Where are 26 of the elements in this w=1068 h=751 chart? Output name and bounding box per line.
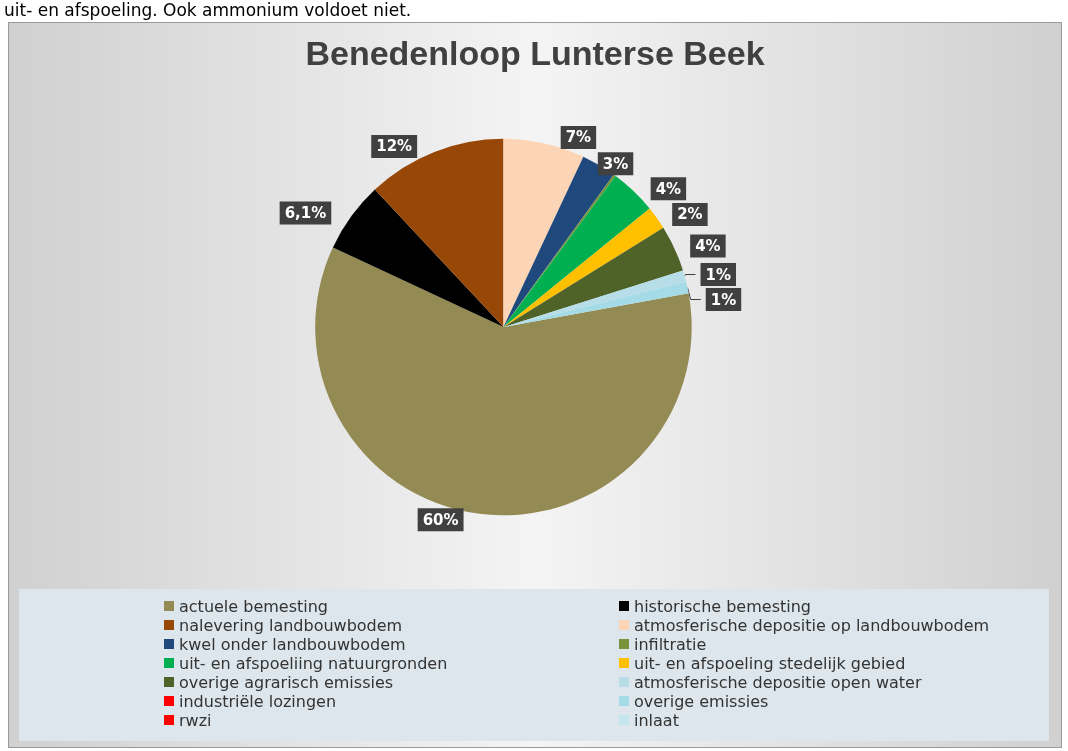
legend-label: actuele bemesting <box>179 596 329 616</box>
text: uit- en afspoeling. Ook ammonium voldoet niet. <box>4 0 412 20</box>
legend-label: atmosferische depositie open water <box>634 672 922 692</box>
legend-label: overige emissies <box>634 691 769 711</box>
chart-title: Benedenloop Lunterse Beek <box>305 34 765 72</box>
data-label: 12% <box>376 137 413 156</box>
data-label: 1% <box>710 290 737 309</box>
legend-label: kwel onder landbouwbodem <box>179 634 406 654</box>
legend-label: rwzi <box>179 710 212 730</box>
legend-label: inlaat <box>634 710 679 730</box>
legend-label: atmosferische depositie op landbouwbodem <box>634 615 990 635</box>
data-label: 3% <box>602 154 629 173</box>
data-label: 60% <box>422 510 459 529</box>
legend-label: uit- en afspoeling stedelijk gebied <box>634 653 906 673</box>
legend-label: industriële lozingen <box>179 691 337 711</box>
data-label: 1% <box>705 265 731 284</box>
legend-label: overige agrarisch emissies <box>179 672 394 692</box>
data-label: 6,1% <box>284 203 327 222</box>
legend-label: nalevering landbouwbodem <box>179 615 403 635</box>
legend-label: uit- en afspoeliing natuurgronden <box>179 653 448 673</box>
data-label: 2% <box>677 205 703 224</box>
data-label: 4% <box>695 236 721 255</box>
legend-label: historische bemesting <box>634 596 811 616</box>
legend-label: infiltratie <box>634 634 707 654</box>
data-label: 7% <box>565 128 592 147</box>
data-label: 4% <box>655 179 682 198</box>
